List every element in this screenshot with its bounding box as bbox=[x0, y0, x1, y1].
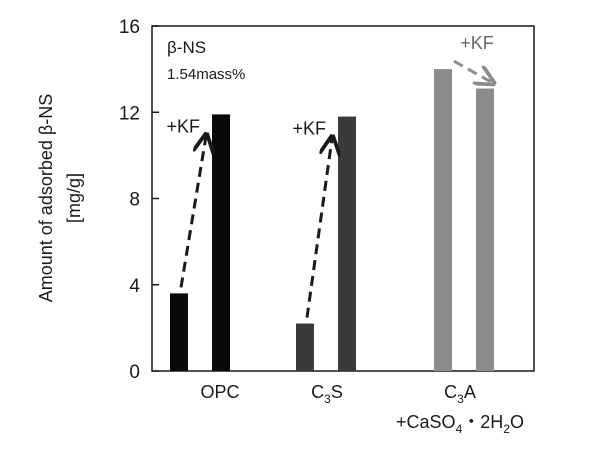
kf-arrow bbox=[305, 139, 332, 318]
y-tick-label: 0 bbox=[129, 362, 140, 383]
kf-label: +KF bbox=[166, 116, 200, 136]
bar-with-kf bbox=[338, 116, 356, 371]
kf-arrows: +KF +KF +KF bbox=[166, 33, 494, 318]
bar-without-kf bbox=[434, 69, 452, 371]
category-label-c3a-line2: +CaSO4・2H2O bbox=[396, 412, 524, 436]
inset-label-2: 1.54mass% bbox=[167, 66, 245, 83]
category-label-opc: OPC bbox=[200, 382, 239, 402]
bar-with-kf bbox=[476, 88, 494, 371]
bar-with-kf bbox=[212, 114, 230, 371]
category-label-c3s: C3S bbox=[311, 382, 343, 406]
y-tick-label: 8 bbox=[129, 190, 140, 211]
kf-arrow bbox=[179, 136, 206, 288]
bars bbox=[170, 69, 494, 371]
y-axis-label-line1: Amount of adsorbed β-NS bbox=[36, 94, 56, 302]
y-tick-label: 16 bbox=[119, 17, 140, 38]
bar-without-kf bbox=[170, 293, 188, 371]
inset-label-1: β-NS bbox=[167, 38, 206, 57]
y-tick-label: 4 bbox=[129, 276, 140, 297]
kf-arrow bbox=[453, 59, 492, 82]
kf-label: +KF bbox=[292, 119, 326, 139]
kf-label: +KF bbox=[460, 33, 494, 53]
bar-without-kf bbox=[296, 323, 314, 371]
y-tick-label: 12 bbox=[119, 103, 140, 124]
y-axis-label-line2: [mg/g] bbox=[64, 173, 84, 223]
category-label-c3a-line1: C3A bbox=[444, 382, 476, 406]
y-axis: 0 4 8 12 16 bbox=[119, 17, 159, 383]
